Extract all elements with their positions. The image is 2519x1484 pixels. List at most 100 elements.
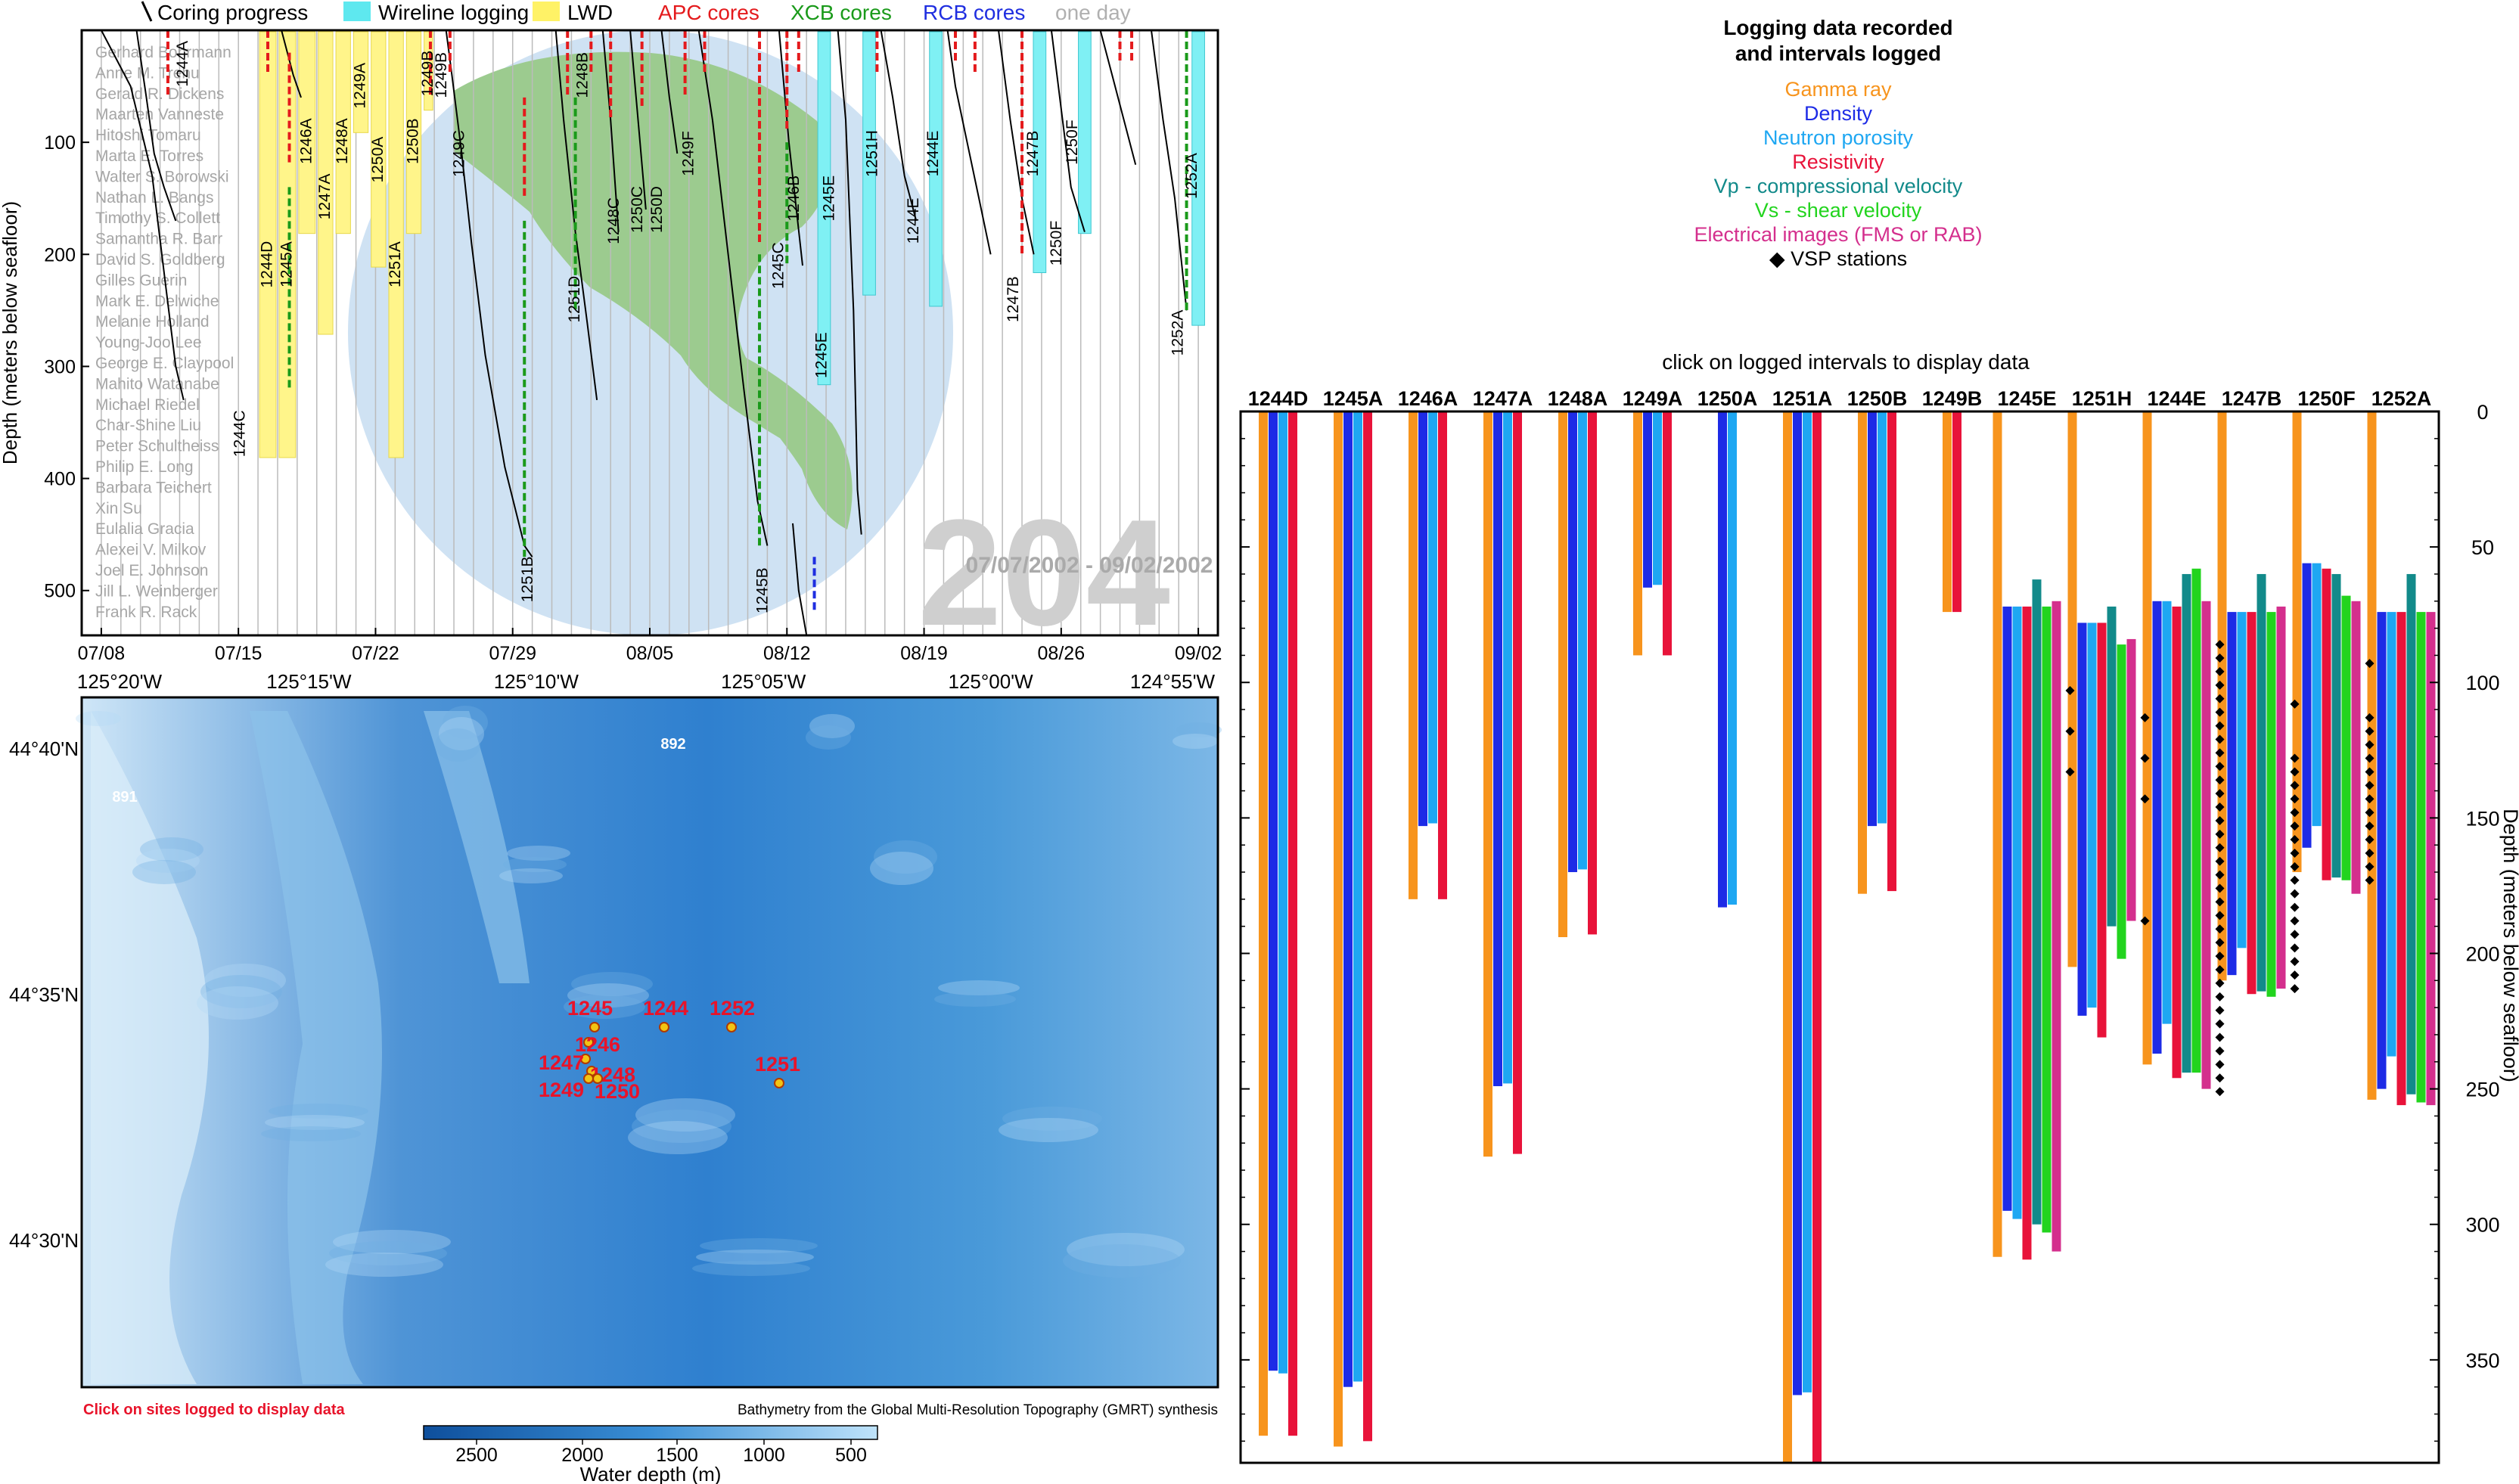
wireline-bars[interactable] bbox=[817, 31, 1205, 386]
site-marker[interactable] bbox=[726, 1022, 737, 1032]
site-marker[interactable] bbox=[589, 1022, 600, 1032]
site-label[interactable]: 1244 bbox=[643, 997, 688, 1020]
interval-bar-resistivity[interactable] bbox=[1663, 411, 1672, 656]
site-label[interactable]: 1247 bbox=[539, 1051, 584, 1074]
lwd-bar[interactable] bbox=[318, 31, 334, 335]
site-marker[interactable] bbox=[580, 1054, 591, 1064]
interval-bar-density[interactable] bbox=[1269, 411, 1278, 1371]
interval-bar-density[interactable] bbox=[1868, 411, 1877, 827]
interval-bar-vs[interactable] bbox=[2191, 568, 2201, 1073]
interval-bar-vp[interactable] bbox=[2032, 579, 2042, 1225]
site-label[interactable]: 1245 bbox=[567, 997, 613, 1020]
interval-bar-density[interactable] bbox=[1643, 411, 1652, 588]
interval-bar-density[interactable] bbox=[2302, 563, 2312, 848]
interval-bar-images[interactable] bbox=[2201, 601, 2211, 1089]
wireline-bar[interactable] bbox=[1033, 31, 1047, 274]
interval-bar-resistivity[interactable] bbox=[1363, 411, 1372, 1442]
lwd-bar[interactable] bbox=[371, 31, 387, 268]
interval-bar-density[interactable] bbox=[2227, 612, 2237, 976]
wireline-bar[interactable] bbox=[1191, 31, 1205, 326]
lwd-bars[interactable] bbox=[259, 31, 433, 458]
interval-bar-vp[interactable] bbox=[2406, 573, 2416, 1094]
site-label[interactable]: 1246 bbox=[575, 1033, 620, 1056]
interval-bar-density[interactable] bbox=[2377, 612, 2387, 1089]
interval-bar-resistivity[interactable] bbox=[2097, 622, 2107, 1038]
interval-bar-neutron[interactable] bbox=[1353, 411, 1362, 1382]
interval-bar-density[interactable] bbox=[1343, 411, 1353, 1387]
lwd-bar[interactable] bbox=[424, 31, 433, 111]
interval-bar-resistivity[interactable] bbox=[1288, 411, 1297, 1436]
lwd-bar[interactable] bbox=[353, 31, 369, 133]
interval-bar-vs[interactable] bbox=[2117, 644, 2126, 959]
interval-bar-resistivity[interactable] bbox=[2322, 568, 2331, 880]
interval-bar-gamma[interactable] bbox=[1858, 411, 1867, 894]
interval-bar-vs[interactable] bbox=[2266, 612, 2276, 997]
interval-bar-resistivity[interactable] bbox=[1952, 411, 1961, 613]
interval-bar-neutron[interactable] bbox=[2237, 612, 2247, 948]
interval-bar-neutron[interactable] bbox=[2087, 622, 2097, 1008]
interval-bar-images[interactable] bbox=[2052, 601, 2061, 1252]
interval-bar-neutron[interactable] bbox=[2387, 612, 2396, 1057]
interval-bar-vp[interactable] bbox=[2257, 573, 2266, 992]
interval-bar-resistivity[interactable] bbox=[1887, 411, 1896, 892]
interval-bar-resistivity[interactable] bbox=[2396, 612, 2406, 1106]
wireline-bar[interactable] bbox=[862, 31, 876, 296]
logged-intervals-chart[interactable]: click on logged intervals to display dat… bbox=[1210, 340, 2519, 1484]
interval-bar-images[interactable] bbox=[2126, 638, 2136, 921]
interval-bar-density[interactable] bbox=[1418, 411, 1427, 827]
interval-bar-resistivity[interactable] bbox=[2247, 612, 2257, 995]
lwd-bar[interactable] bbox=[298, 31, 316, 234]
interval-bar-images[interactable] bbox=[2276, 606, 2286, 989]
interval-bar-gamma[interactable] bbox=[1633, 411, 1642, 656]
interval-bar-images[interactable] bbox=[2351, 601, 2361, 894]
interval-bar-neutron[interactable] bbox=[1503, 411, 1512, 1084]
interval-bar-gamma[interactable] bbox=[1483, 411, 1492, 1157]
interval-bar-neutron[interactable] bbox=[1878, 411, 1887, 824]
site-marker[interactable] bbox=[583, 1073, 594, 1084]
interval-bar-resistivity[interactable] bbox=[1812, 411, 1822, 1463]
interval-bar-vs[interactable] bbox=[2416, 612, 2426, 1103]
lwd-bar[interactable] bbox=[278, 31, 297, 458]
wireline-bar[interactable] bbox=[929, 31, 943, 307]
interval-bar-resistivity[interactable] bbox=[2172, 606, 2182, 1079]
interval-bar-resistivity[interactable] bbox=[1513, 411, 1522, 1154]
interval-bar-gamma[interactable] bbox=[1409, 411, 1418, 899]
site-label[interactable]: 1249 bbox=[539, 1079, 584, 1101]
interval-bar-density[interactable] bbox=[1568, 411, 1577, 873]
interval-bar-gamma[interactable] bbox=[1943, 411, 1952, 613]
interval-bar-neutron[interactable] bbox=[2312, 563, 2322, 827]
interval-bar-resistivity[interactable] bbox=[1438, 411, 1447, 899]
interval-bar-density[interactable] bbox=[1493, 411, 1502, 1087]
interval-bar-vp[interactable] bbox=[2331, 573, 2341, 878]
interval-bar-resistivity[interactable] bbox=[1588, 411, 1597, 935]
interval-bar-vp[interactable] bbox=[2107, 606, 2117, 927]
interval-bar-gamma[interactable] bbox=[1259, 411, 1268, 1436]
site-marker[interactable] bbox=[592, 1073, 603, 1084]
interval-bar-neutron[interactable] bbox=[1653, 411, 1662, 585]
interval-bar-neutron[interactable] bbox=[1728, 411, 1737, 905]
interval-bar-neutron[interactable] bbox=[1278, 411, 1287, 1374]
site-marker[interactable] bbox=[774, 1078, 784, 1088]
interval-bar-gamma[interactable] bbox=[2292, 411, 2302, 873]
site-label[interactable]: 1252 bbox=[710, 997, 755, 1020]
site-label[interactable]: 1251 bbox=[755, 1053, 800, 1076]
interval-bar-density[interactable] bbox=[2152, 601, 2162, 1054]
wireline-bar[interactable] bbox=[817, 31, 831, 386]
interval-bar-gamma[interactable] bbox=[1558, 411, 1567, 937]
interval-bar-gamma[interactable] bbox=[1993, 411, 2002, 1257]
interval-bar-gamma[interactable] bbox=[1334, 411, 1343, 1447]
interval-bar-neutron[interactable] bbox=[1578, 411, 1587, 870]
interval-bar-gamma[interactable] bbox=[1783, 411, 1792, 1463]
lwd-bar[interactable] bbox=[405, 31, 422, 234]
interval-bars[interactable] bbox=[1259, 411, 2436, 1463]
wireline-bar[interactable] bbox=[1078, 31, 1092, 234]
site-marker[interactable] bbox=[583, 1037, 594, 1048]
interval-bar-density[interactable] bbox=[1793, 411, 1802, 1396]
interval-bar-vs[interactable] bbox=[2341, 595, 2351, 880]
bathymetry-map[interactable]: 125°20'W 125°15'W 125°10'W 125°05'W 125°00'W… bbox=[0, 666, 1225, 1484]
lwd-bar[interactable] bbox=[388, 31, 404, 458]
interval-bar-density[interactable] bbox=[1718, 411, 1727, 908]
site-marker[interactable] bbox=[659, 1022, 669, 1032]
interval-bar-neutron[interactable] bbox=[2162, 601, 2172, 1024]
